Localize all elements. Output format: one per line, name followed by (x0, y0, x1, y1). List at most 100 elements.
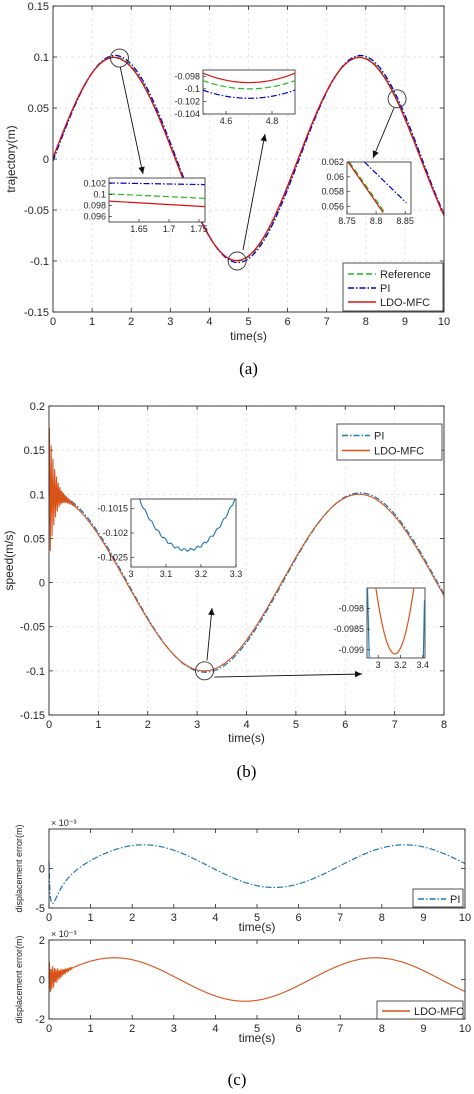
x-tick-label: 8 (379, 912, 385, 924)
inset-lines (109, 182, 205, 208)
zoom-arrow-5 (214, 673, 363, 678)
inset-x-tick-label: 4.8 (266, 116, 279, 126)
x-tick-label: 5 (254, 1023, 260, 1035)
inset: 4.6 4.8 -0.104 -0.102 -0.1 -0.098 (174, 69, 296, 126)
legend-box (412, 888, 464, 908)
x-tick-label: 8 (379, 1023, 385, 1035)
inset-series-line (375, 588, 415, 655)
x-tick-label: 10 (459, 912, 471, 924)
y-tick-label: -5 (35, 903, 45, 915)
inset-y-tick-label: -0.104 (174, 109, 200, 119)
inset-y-tick-label: -0.098 (174, 71, 200, 81)
figure-caption: (c) (228, 1070, 247, 1089)
series-line-ldo-mfc (52, 56, 445, 262)
y-tick-label: -0.1 (30, 256, 49, 268)
inset-y-tick-label: 0.058 (321, 187, 344, 197)
inset-frame (346, 161, 412, 215)
legend-box (376, 1000, 464, 1020)
x-axis-label: time(s) (230, 329, 267, 343)
legend-label: LDO-MFC (374, 446, 424, 458)
legend: LDO-MFC (376, 1000, 464, 1020)
inset-y-tick-label: -0.098 (338, 604, 364, 614)
x-tick-label: 1 (89, 316, 95, 328)
zoom-arrowhead (138, 166, 145, 174)
inset-x-tick-label: 3.2 (195, 569, 208, 579)
y-tick-label: -0.1 (26, 666, 45, 678)
series-line-pi (52, 54, 445, 264)
axes-frame (48, 939, 466, 1020)
inset-y-tick-label: -0.099 (338, 645, 364, 655)
inset: 3 3.2 3.4 -0.099 -0.0985 -0.098 (333, 587, 430, 670)
inset-y-tick-label: -0.102 (174, 96, 200, 106)
inset-frame (108, 177, 206, 223)
axes-frame (52, 5, 445, 313)
x-tick-label: 4 (243, 719, 249, 731)
inset-y-tick-label: -0.102 (102, 528, 128, 538)
inset-lines (367, 588, 425, 658)
series-line-pi (49, 492, 445, 673)
inset-series-line (422, 600, 425, 658)
legend-label: LDO-MFC (414, 1006, 464, 1018)
legend-label: PI (374, 431, 384, 443)
x-tick-label: 0 (46, 912, 52, 924)
inset-series-line (203, 89, 295, 99)
series-line-ldo-mfc (48, 957, 466, 1002)
figure-caption: (a) (239, 359, 258, 378)
y-axis-label: displacement error(m) (14, 824, 24, 912)
inset-y-tick-label: -0.0985 (333, 624, 364, 634)
y-tick-label: 0.05 (28, 103, 49, 115)
inset-x-tick-label: 3.4 (417, 660, 430, 670)
inset-x-tick-label: 8.75 (338, 216, 356, 226)
inset-series-line (364, 162, 407, 204)
y-axis-label: speed(m/s) (2, 530, 16, 590)
inset: 8.75 8.8 8.85 0.056 0.058 0.06 0.062 (321, 157, 413, 226)
inset-x-tick-label: 1.75 (190, 224, 208, 234)
inset-y-tick-label: 0.096 (83, 212, 106, 222)
inset-frame (366, 587, 426, 659)
x-tick-label: 7 (337, 912, 343, 924)
inset-frame (130, 498, 237, 568)
plot-area (49, 829, 465, 908)
legend-label: PI (450, 894, 460, 906)
inset-series-line (348, 162, 386, 213)
x-tick-label: 3 (171, 912, 177, 924)
legend: PI LDO-MFC (336, 423, 443, 461)
legend-label: Reference (380, 269, 431, 281)
x-axis-label: time(s) (239, 1031, 276, 1045)
x-tick-label: 8 (363, 316, 369, 328)
y-tick-label: 0 (39, 578, 45, 590)
x-tick-label: 9 (420, 912, 426, 924)
x-tick-label: 5 (245, 316, 251, 328)
y-tick-label: 0.15 (24, 445, 45, 457)
inset-series-line (367, 588, 370, 658)
inset-series-line (203, 72, 295, 84)
x-tick-label: 4 (212, 912, 218, 924)
y-tick-label: 2 (39, 935, 45, 947)
x-tick-label: 6 (296, 1023, 302, 1035)
x-tick-label: 1 (95, 719, 101, 731)
zoom-arrowhead (372, 150, 379, 158)
y-tick-label: -0.05 (24, 205, 49, 217)
inset-y-tick-label: 0.098 (83, 201, 106, 211)
x-tick-label: 10 (459, 1023, 471, 1035)
series-line-ldo-mfc (48, 428, 445, 672)
zoom-arrow-4 (206, 607, 213, 661)
zoom-circle (227, 251, 247, 271)
inset-y-tick-label: 0.056 (321, 202, 344, 212)
x-tick-label: 8 (441, 719, 447, 731)
zoom-arrowhead (208, 608, 215, 616)
x-tick-label: 10 (438, 316, 450, 328)
inset-x-tick-label: 4.6 (220, 116, 233, 126)
axes-frame (48, 828, 466, 909)
y-axis-label: displacement error(m) (14, 935, 24, 1023)
x-tick-label: 4 (212, 1023, 218, 1035)
inset-x-tick-label: 3.2 (394, 660, 407, 670)
inset-x-tick-label: 3 (376, 660, 381, 670)
x-tick-label: 2 (129, 912, 135, 924)
x-tick-label: 3 (171, 1023, 177, 1035)
inset-series-line (109, 182, 205, 186)
x-tick-label: 9 (402, 316, 408, 328)
zoom-circle (195, 661, 214, 681)
